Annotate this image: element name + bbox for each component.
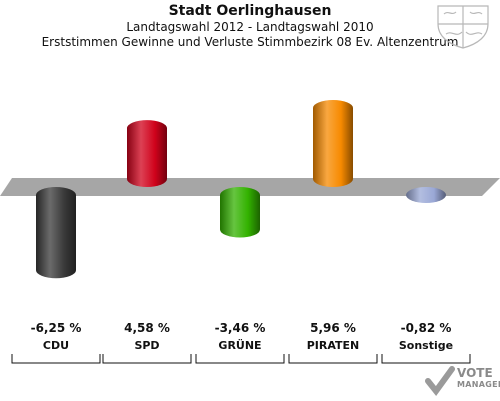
bar-piraten — [313, 99, 353, 187]
logo-word-vote: VOTE — [457, 366, 493, 380]
vote-manager-logo: VOTE MANAGER — [425, 365, 500, 399]
bar-cdu — [36, 187, 76, 279]
category-label-sonstige: Sonstige — [399, 339, 453, 352]
chart-subtitle-2: Erststimmen Gewinne und Verluste Stimmbe… — [41, 35, 459, 49]
category-bracket-spd — [102, 354, 192, 364]
bar-spd — [127, 120, 167, 187]
category-label-spd: SPD — [134, 339, 159, 352]
category-bracket-piraten — [288, 354, 378, 364]
checkmark-logo-icon — [425, 366, 455, 396]
bar-group — [36, 99, 446, 279]
value-label-grüne: -3,46 % — [215, 321, 266, 335]
zero-baseline-plane — [0, 178, 500, 196]
value-label-sonstige: -0,82 % — [401, 321, 452, 335]
bar-sonstige — [406, 187, 446, 203]
category-bracket-cdu — [11, 354, 101, 364]
chart-titles: Stadt Oerlinghausen Landtagswahl 2012 - … — [0, 2, 500, 50]
category-axis: CDU SPD GRÜNE PIRATEN Sonstige — [11, 338, 471, 364]
category-bracket-sonstige — [381, 354, 471, 364]
value-labels: -6,25 % 4,58 % -3,46 % 5,96 % -0,82 % — [31, 321, 452, 335]
chart-title: Stadt Oerlinghausen — [168, 3, 332, 19]
category-label-grüne: GRÜNE — [218, 338, 261, 352]
category-label-piraten: PIRATEN — [307, 339, 360, 352]
value-label-piraten: 5,96 % — [310, 321, 356, 335]
category-label-cdu: CDU — [43, 339, 69, 352]
category-bracket-grüne — [195, 354, 285, 364]
coat-of-arms-icon — [437, 5, 489, 49]
logo-word-manager: MANAGER — [457, 380, 500, 389]
chart-subtitle: Landtagswahl 2012 - Landtagswahl 2010 — [126, 20, 374, 34]
value-label-cdu: -6,25 % — [31, 321, 82, 335]
value-label-spd: 4,58 % — [124, 321, 170, 335]
bar-grüne — [220, 187, 260, 238]
